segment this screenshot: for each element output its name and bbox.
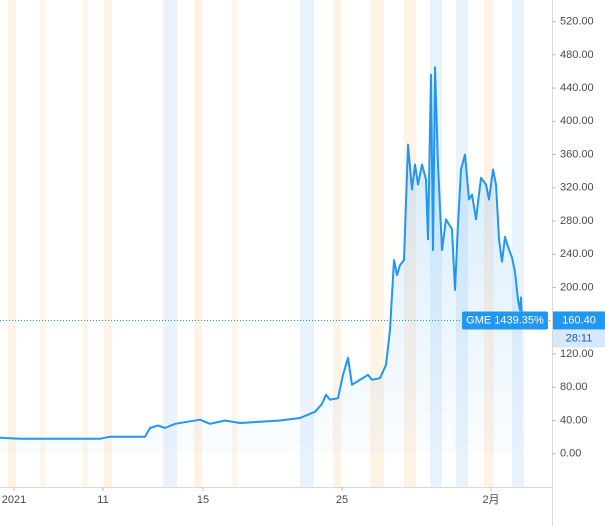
symbol-tag: [462, 311, 548, 330]
y-tick-label: 240.00: [560, 248, 594, 260]
x-tick-label: 15: [197, 494, 209, 506]
y-tick-label: 120.00: [560, 348, 594, 360]
y-tick-label: 480.00: [560, 49, 594, 61]
countdown-label: 28:11: [566, 332, 593, 344]
area: [0, 67, 522, 454]
countdown-tag: [553, 329, 605, 348]
y-tick-label: 40.00: [560, 414, 588, 426]
x-tick-label: 2021: [2, 494, 26, 506]
y-tick-label: 280.00: [560, 215, 594, 227]
x-tick-label: 25: [336, 494, 348, 506]
x-tick-label: 11: [97, 494, 108, 506]
y-tick-label: 0.00: [560, 448, 581, 460]
y-tick-label: 200.00: [560, 281, 594, 293]
y-tick-label: 520.00: [560, 16, 594, 28]
price-line: [0, 66, 523, 440]
y-tick-label: 400.00: [560, 115, 594, 127]
price-tag-label: 160.40: [562, 314, 596, 326]
y-tick-label: 360.00: [560, 148, 594, 160]
x-tick-label: 2月: [482, 494, 499, 506]
y-tick-label: 320.00: [560, 182, 594, 194]
y-tick-label: 80.00: [560, 381, 588, 393]
y-tick-label: 440.00: [560, 82, 594, 94]
symbol-label: GME 1439.35%: [466, 314, 544, 326]
price-tag: [553, 311, 605, 330]
